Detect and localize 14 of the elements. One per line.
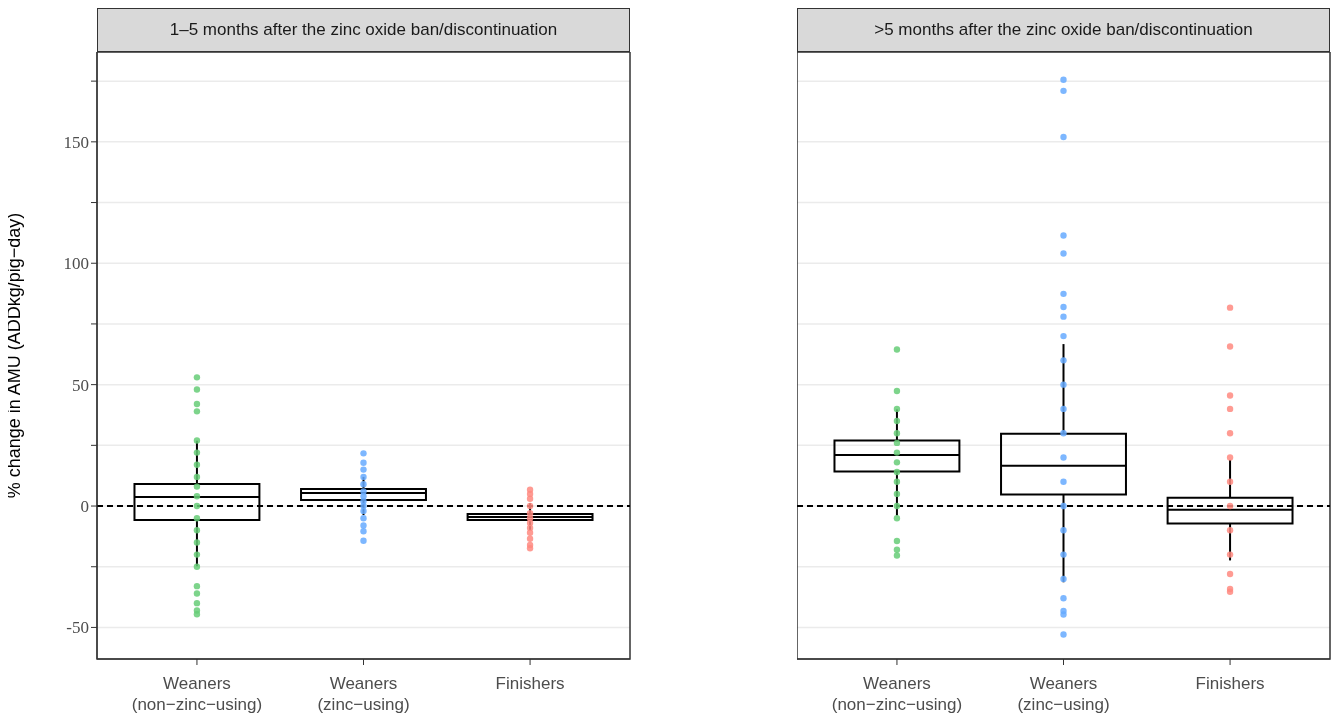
y-tick-label: 0 (80, 497, 89, 517)
x-tick-label: Weaners (zinc−using) (1017, 674, 1110, 714)
x-tick-label: Finishers (495, 674, 565, 693)
y-axis-title: % change in AMU (ADDkg/pig−day) (4, 212, 25, 499)
x-tick-label: Finishers (1195, 674, 1265, 693)
y-tick-label: -50 (66, 618, 89, 638)
x-tick-label: Weaners (non−zinc−using) (131, 674, 263, 714)
y-tick-label: 150 (63, 132, 89, 152)
y-tick-label: 100 (63, 254, 89, 274)
x-tick-label: Weaners (zinc−using) (317, 674, 410, 714)
chart-title: >5 months after the zinc oxide ban/discontinuation (874, 20, 1253, 40)
x-tick-label: Weaners (non−zinc−using) (831, 674, 963, 714)
chart-title: 1–5 months after the zinc oxide ban/discontinuation (169, 20, 558, 40)
y-tick-label: 50 (72, 375, 89, 395)
